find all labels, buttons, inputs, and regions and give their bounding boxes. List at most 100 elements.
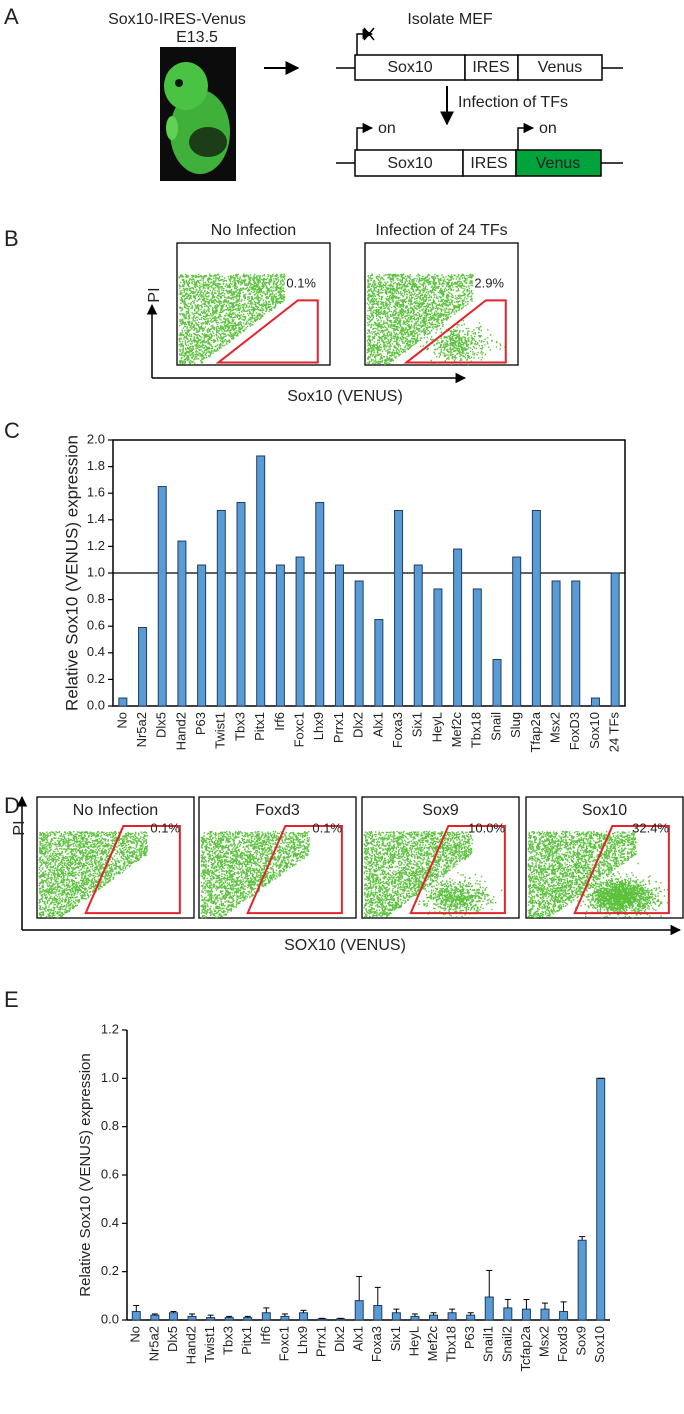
x-tick-label: Mef2c — [425, 1326, 440, 1362]
x-tick-label: Mef2c — [449, 712, 464, 748]
bar — [413, 564, 423, 707]
x-tick-label: Pitx1 — [239, 1326, 254, 1355]
x-tick-label: Snail2 — [499, 1326, 514, 1362]
bar — [447, 1312, 457, 1321]
x-tick-label: Hand2 — [183, 1326, 198, 1364]
bar — [354, 580, 364, 707]
embryo-image — [160, 47, 236, 181]
construct-part: Sox10 — [387, 155, 432, 172]
plot-title: Infection of 24 TFs — [375, 222, 507, 239]
bar — [577, 1239, 587, 1321]
bar — [394, 509, 404, 707]
x-tick-label: Dlx2 — [351, 712, 366, 738]
construct-part: IRES — [470, 155, 507, 172]
gate — [246, 825, 343, 915]
bar — [315, 502, 325, 707]
bar — [280, 1315, 290, 1321]
bar — [224, 1317, 234, 1321]
on-label: on — [539, 120, 557, 137]
y-tick-label: 2.0 — [87, 431, 105, 446]
x-tick-label: Nr5a2 — [146, 1326, 161, 1361]
x-tick-label: Sox10 — [592, 1326, 607, 1363]
x-tick-label: Foxd3 — [555, 1326, 570, 1362]
flow-dots — [366, 273, 506, 366]
bar — [168, 1312, 178, 1321]
embryo-stage: E13.5 — [176, 29, 218, 46]
y-tick-label: 1.0 — [101, 1070, 119, 1085]
x-tick-label: Foxc1 — [276, 1326, 291, 1361]
panel-label: D — [4, 793, 20, 818]
panel-label: C — [4, 418, 20, 443]
construct — [336, 122, 623, 177]
bar — [177, 540, 187, 707]
construct-part: Venus — [536, 155, 580, 172]
gate — [403, 299, 507, 364]
x-tick-label: Foxc1 — [292, 712, 307, 747]
bar — [236, 502, 246, 707]
x-tick-label: Tcfap2a — [518, 1325, 533, 1371]
bar — [373, 1305, 383, 1321]
gate-percent: 0.1% — [150, 820, 180, 835]
bar — [197, 564, 207, 707]
y-axis-label: Relative Sox10 (VENUS) expression — [62, 435, 81, 711]
on-label: on — [378, 120, 396, 137]
gate — [573, 825, 670, 915]
axis-label: SOX10 (VENUS) — [284, 937, 406, 954]
x-tick-label: Prrx1 — [331, 712, 346, 743]
x-tick-label: Tbx18 — [444, 1326, 459, 1362]
axis-label: PI — [11, 820, 28, 835]
bar — [118, 697, 128, 707]
gate-percent: 0.1% — [286, 275, 316, 290]
x-tick-label: HeyL — [406, 1326, 421, 1356]
bar — [466, 1314, 476, 1321]
bar — [206, 1317, 216, 1321]
x-tick-label: Alx1 — [370, 712, 385, 737]
y-tick-label: 1.2 — [87, 538, 105, 553]
bar — [391, 1312, 401, 1321]
y-tick-label: 1.6 — [87, 485, 105, 500]
bar — [551, 580, 561, 707]
bar — [503, 1307, 513, 1321]
y-tick-label: 0.0 — [101, 1311, 119, 1326]
x-tick-label: Lhx9 — [311, 712, 326, 740]
flow-dots — [200, 830, 311, 919]
embryo-title: Sox10-IRES-Venus — [108, 11, 246, 28]
flow-dots — [38, 830, 149, 919]
plot-title: No Infection — [73, 802, 158, 819]
bar — [295, 556, 305, 707]
y-tick-label: 0.4 — [87, 644, 105, 659]
bar — [138, 627, 148, 707]
bar — [540, 1308, 550, 1321]
x-tick-label: Twist1 — [202, 1326, 217, 1363]
bar — [216, 509, 226, 707]
bar — [429, 1314, 439, 1321]
x-tick-label: Foxa3 — [390, 712, 405, 748]
x-tick-label: Tbx3 — [232, 712, 247, 741]
y-tick-label: 1.4 — [87, 511, 105, 526]
x-tick-label: Six1 — [410, 712, 425, 737]
bar — [334, 564, 344, 707]
gate — [215, 299, 319, 364]
x-tick-label: Dlx5 — [154, 712, 169, 738]
x-tick-label: Tbx18 — [469, 712, 484, 748]
x-tick-label: Sox9 — [574, 1326, 589, 1356]
x-tick-label: Alx1 — [351, 1326, 366, 1351]
x-tick-label: Prrx1 — [313, 1326, 328, 1357]
gate-percent: 32.4% — [632, 820, 669, 835]
gate-percent: 0.1% — [312, 820, 342, 835]
x-tick-label: HeyL — [429, 712, 444, 742]
plot-title: Sox10 — [582, 802, 627, 819]
bar — [410, 1315, 420, 1321]
plot-title: Sox9 — [422, 802, 459, 819]
x-tick-label: Msx2 — [548, 712, 563, 743]
bar — [571, 580, 581, 707]
construct — [336, 27, 623, 81]
bar — [453, 548, 463, 707]
x-tick-label: No — [128, 1326, 143, 1343]
x-tick-label: Six1 — [388, 1326, 403, 1351]
y-tick-label: 0.6 — [101, 1166, 119, 1181]
y-tick-label: 1.8 — [87, 458, 105, 473]
flow-dots — [527, 830, 670, 919]
panel-label: E — [4, 987, 19, 1012]
x-tick-label: Tfap2a — [528, 711, 543, 752]
